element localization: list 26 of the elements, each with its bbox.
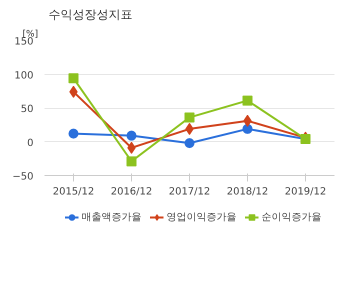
y-tick-label: 50 bbox=[20, 104, 34, 115]
x-tick-label: 2019/12 bbox=[284, 186, 326, 198]
point bbox=[68, 128, 78, 139]
point bbox=[185, 122, 194, 135]
legend-label: 순이익증가율 bbox=[262, 211, 322, 224]
point bbox=[126, 156, 136, 166]
point bbox=[242, 96, 252, 106]
point bbox=[242, 124, 252, 134]
point bbox=[126, 130, 136, 141]
point bbox=[127, 142, 136, 154]
x-tick-label: 2018/12 bbox=[226, 186, 268, 198]
chart-title: 수익성장성지표 bbox=[48, 8, 132, 22]
y-tick-label: 0 bbox=[27, 138, 34, 149]
legend-label: 영업이익증가율 bbox=[166, 211, 236, 224]
y-tick-label: 100 bbox=[14, 70, 34, 82]
y-tick-label: 150 bbox=[14, 36, 34, 48]
point bbox=[184, 138, 194, 148]
x-tick-label: 2015/12 bbox=[52, 186, 94, 198]
point bbox=[68, 73, 78, 84]
x-tick-label: 2016/12 bbox=[110, 186, 152, 198]
x-tick-label: 2017/12 bbox=[168, 186, 210, 198]
legend-label: 매출액증가율 bbox=[82, 211, 142, 224]
point bbox=[69, 86, 78, 98]
y-tick-label: −50 bbox=[12, 172, 34, 182]
point bbox=[243, 114, 252, 127]
point bbox=[184, 112, 194, 122]
